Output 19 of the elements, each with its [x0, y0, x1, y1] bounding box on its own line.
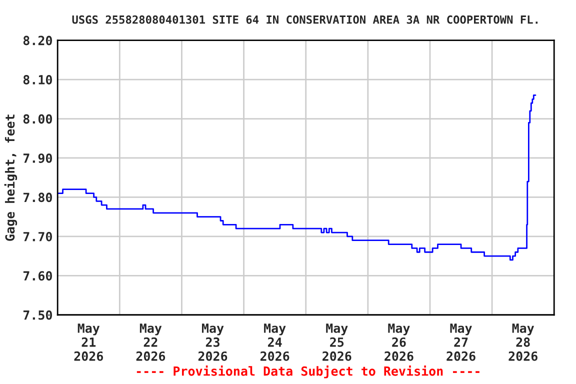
x-tick-label: May 25 2026: [322, 324, 352, 361]
y-tick-label: 7.70: [23, 232, 52, 242]
y-tick-label: 7.80: [23, 192, 52, 202]
x-tick-label: May 23 2026: [198, 324, 228, 361]
y-tick-label: 8.00: [23, 114, 52, 124]
x-tick-label: May 27 2026: [446, 324, 476, 361]
x-tick-label: May 24 2026: [260, 324, 290, 361]
text: ---- Provisional Data Subject to Revision ----: [136, 365, 480, 378]
y-tick-label: 8.20: [23, 36, 52, 46]
y-tick-label: 8.10: [23, 75, 52, 84]
x-tick-label: May 21 2026: [74, 324, 104, 361]
x-tick-label: May 22 2026: [136, 324, 166, 361]
y-axis-title: Gage height, feet: [4, 114, 18, 241]
y-tick-label: 7.60: [23, 271, 52, 281]
x-tick-label: May 28 2026: [508, 324, 538, 361]
y-tick-label: 7.50: [23, 310, 52, 320]
chart-title: USGS 255828080401301 SITE 64 IN CONSERVATION AREA 3A NR COOPERTOWN FL.: [72, 15, 538, 24]
y-tick-label: 7.90: [23, 153, 52, 163]
x-tick-label: May 26 2026: [384, 324, 414, 361]
